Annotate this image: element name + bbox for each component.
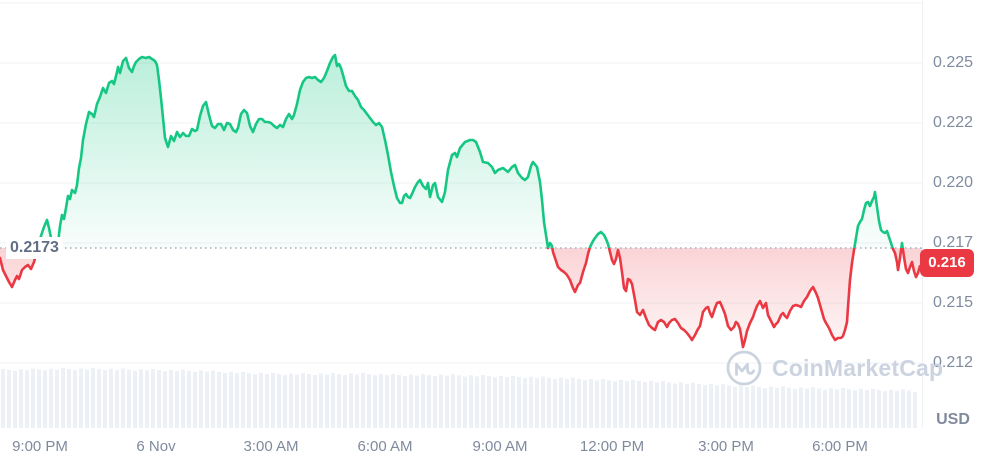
y-axis-tick: 0.222 bbox=[932, 114, 974, 131]
price-line bbox=[0, 53, 924, 349]
baseline-price-label: 0.2173 bbox=[6, 237, 63, 259]
x-axis-tick: 6:00 AM bbox=[357, 438, 413, 455]
y-axis-tick: 0.225 bbox=[932, 54, 974, 71]
watermark: CoinMarketCap bbox=[725, 349, 943, 387]
x-axis-tick: 9:00 AM bbox=[472, 438, 528, 455]
volume-bars bbox=[1, 368, 917, 429]
y-axis-tick: 0.220 bbox=[932, 174, 974, 191]
y-axis-tick: 0.215 bbox=[932, 294, 974, 311]
current-price-badge: 0.216 bbox=[920, 249, 974, 277]
x-axis-tick: 3:00 AM bbox=[243, 438, 299, 455]
x-axis-tick: 6 Nov bbox=[136, 438, 176, 455]
coinmarketcap-logo-icon bbox=[726, 350, 762, 386]
price-area-fill bbox=[0, 55, 922, 347]
y-axis-unit-label: USD bbox=[936, 411, 970, 428]
watermark-text: CoinMarketCap bbox=[772, 354, 944, 381]
y-axis-tick: 0.212 bbox=[932, 354, 974, 371]
x-axis-tick: 12:00 PM bbox=[579, 438, 645, 455]
x-axis-tick: 6:00 PM bbox=[812, 438, 868, 455]
x-axis-tick: 9:00 PM bbox=[12, 438, 68, 455]
y-axis-tick: 0.217 bbox=[932, 234, 974, 251]
x-axis-tick: 3:00 PM bbox=[698, 438, 754, 455]
